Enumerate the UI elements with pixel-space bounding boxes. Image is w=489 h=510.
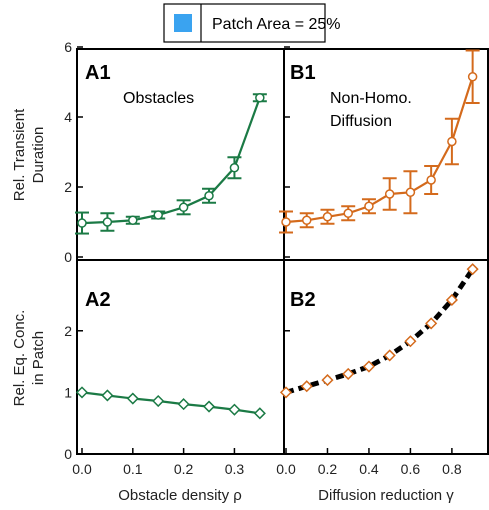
series-line-B1 <box>285 76 474 224</box>
ytick-label-A1-0: 0 <box>64 249 72 265</box>
point-B2-6 <box>404 335 417 348</box>
point-A1-1 <box>102 217 113 227</box>
point-B2-5 <box>383 349 396 362</box>
ytick-label-A1-3: 6 <box>64 39 72 55</box>
point-B2-1 <box>300 380 313 393</box>
panel-label-B2: B2 <box>290 289 316 311</box>
legend-swatch <box>174 14 192 32</box>
xtick-label-B2-3: 0.6 <box>401 461 421 477</box>
point-A2-4 <box>177 398 190 411</box>
ylabel-top-line2: Duration <box>30 127 47 184</box>
annotation-B1-line2: Diffusion <box>330 113 392 130</box>
xtick-label-A2-3: 0.3 <box>225 461 245 477</box>
point-B1-5 <box>384 189 395 199</box>
xtick-label-B2-4: 0.8 <box>442 461 462 477</box>
point-B2-7 <box>425 317 438 330</box>
legend: Patch Area = 25% <box>163 3 341 43</box>
xtick-label-B2-2: 0.4 <box>359 461 379 477</box>
point-B2-9 <box>466 263 479 276</box>
point-A1-4 <box>178 202 189 213</box>
point-A2-5 <box>202 400 216 413</box>
fit-line-B2 <box>285 267 475 395</box>
point-B1-2 <box>322 212 333 222</box>
point-A1-0 <box>77 218 87 228</box>
legend-label: Patch Area = 25% <box>212 16 341 33</box>
panel-label-A2: A2 <box>85 289 111 311</box>
ytick-label-A1-2: 4 <box>64 109 72 125</box>
point-A1-3 <box>153 210 163 220</box>
ytick-label-A2-0: 0 <box>64 446 72 462</box>
point-A1-7 <box>255 93 265 103</box>
point-A2-7 <box>253 407 266 420</box>
xtick-label-B2-0: 0.0 <box>276 461 296 477</box>
xtick-label-A2-2: 0.2 <box>174 461 194 477</box>
point-A2-2 <box>126 392 139 405</box>
point-B2-8 <box>445 293 458 307</box>
panel-frames <box>76 48 489 455</box>
point-B2-2 <box>321 374 334 387</box>
xlabel-left: Obstacle density ρ <box>118 487 242 504</box>
panel-label-B1: B1 <box>290 62 316 84</box>
ytick-label-A2-2: 2 <box>64 323 72 339</box>
ylabel-top-line1: Rel. Transient <box>11 108 28 201</box>
point-A1-5 <box>204 191 214 201</box>
point-B1-1 <box>301 215 312 225</box>
point-A1-6 <box>229 163 240 173</box>
point-B1-0 <box>281 217 291 227</box>
point-A2-1 <box>101 389 114 402</box>
annotation-A1: Obstacles <box>123 90 194 107</box>
annotation-B1-line1: Non-Homo. <box>330 90 412 107</box>
point-B1-4 <box>364 201 374 211</box>
point-B1-8 <box>447 136 457 147</box>
ytick-label-A1-1: 2 <box>64 179 72 195</box>
panel-label-A1: A1 <box>85 62 111 84</box>
point-A1-2 <box>128 215 138 225</box>
point-B1-7 <box>426 175 436 185</box>
point-B1-3 <box>343 208 353 218</box>
series-line-A1 <box>81 97 261 225</box>
ytick-label-A2-1: 1 <box>64 384 72 400</box>
ylabel-bottom-line2: in Patch <box>30 331 47 385</box>
point-B2-0 <box>279 386 293 399</box>
point-B2-3 <box>342 367 355 380</box>
xtick-label-A2-0: 0.0 <box>72 461 92 477</box>
point-A2-3 <box>152 394 165 408</box>
chart-marks: 0 2 4 6 0 1 2 0.0 0.1 0.2 0.3 0.0 0.2 0.4 0.6 0.8 <box>64 39 480 477</box>
point-A2-0 <box>75 386 89 399</box>
ylabel-bottom-line1: Rel. Eq. Conc. <box>11 310 28 407</box>
point-B1-9 <box>467 72 478 82</box>
frame-B2 <box>283 259 489 455</box>
point-B1-6 <box>405 187 416 197</box>
xtick-label-B2-1: 0.2 <box>318 461 338 477</box>
xlabel-right: Diffusion reduction γ <box>318 487 454 504</box>
point-A2-6 <box>228 403 241 416</box>
xtick-label-A2-1: 0.1 <box>123 461 143 477</box>
point-B2-4 <box>362 360 376 373</box>
